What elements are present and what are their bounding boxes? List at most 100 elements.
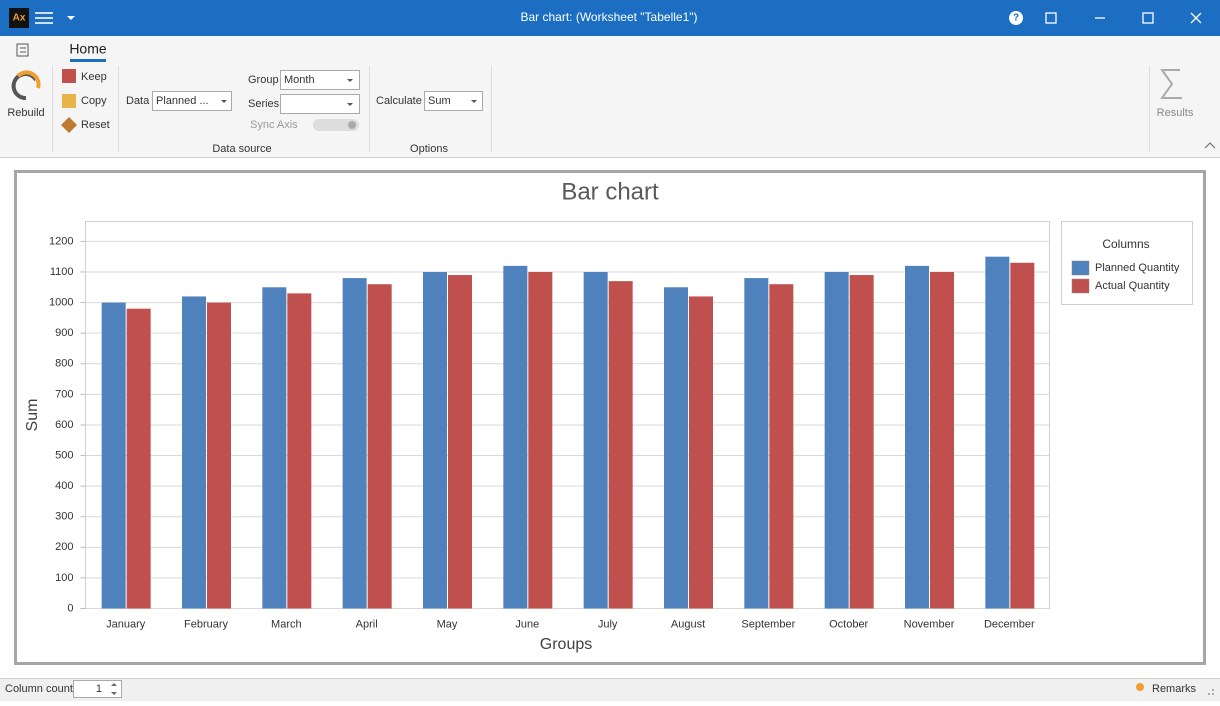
bar bbox=[207, 302, 231, 609]
reset-icon bbox=[61, 117, 77, 133]
bar bbox=[1010, 262, 1035, 609]
bar bbox=[824, 271, 849, 609]
bar bbox=[423, 271, 447, 609]
y-tick-label: 200 bbox=[55, 541, 73, 553]
bar bbox=[528, 271, 553, 609]
bar bbox=[689, 296, 713, 609]
bar bbox=[664, 287, 688, 609]
x-tick-label: June bbox=[515, 618, 539, 630]
layout-button[interactable] bbox=[1045, 12, 1057, 24]
y-tick-label: 1000 bbox=[49, 296, 73, 308]
spin-arrows[interactable] bbox=[111, 683, 117, 695]
x-tick-label: July bbox=[598, 618, 618, 630]
reset-button[interactable]: Reset bbox=[81, 119, 110, 131]
help-button[interactable] bbox=[1009, 11, 1023, 25]
bar bbox=[608, 281, 633, 609]
results-button[interactable]: Results bbox=[1157, 107, 1194, 119]
y-tick-label: 700 bbox=[55, 388, 73, 400]
y-tick-label: 900 bbox=[55, 327, 73, 339]
calculate-combo[interactable] bbox=[424, 91, 483, 111]
y-tick-label: 100 bbox=[55, 572, 73, 584]
menu-button[interactable] bbox=[35, 12, 53, 24]
copy-button[interactable]: Copy bbox=[81, 95, 107, 107]
x-axis-label: Groups bbox=[540, 636, 592, 653]
window-title: Bar chart: (Worksheet "Tabelle1") bbox=[520, 10, 697, 24]
remarks-button[interactable]: Remarks bbox=[1152, 683, 1197, 695]
group-label: Group bbox=[248, 74, 279, 86]
plot-area bbox=[85, 221, 1050, 609]
quick-access-dropdown[interactable] bbox=[67, 16, 75, 20]
legend-entry: Planned Quantity bbox=[1095, 262, 1180, 274]
sync-axis-toggle[interactable] bbox=[313, 119, 359, 131]
x-tick-label: December bbox=[984, 618, 1035, 630]
y-tick-label: 600 bbox=[55, 419, 73, 431]
series-combo[interactable] bbox=[280, 94, 360, 114]
home-tab[interactable]: Home bbox=[69, 41, 107, 57]
y-tick-label: 400 bbox=[55, 480, 73, 492]
column-count-label: Column count bbox=[5, 683, 73, 695]
data-combo-value: Planned ... bbox=[156, 95, 209, 107]
bar bbox=[503, 265, 528, 609]
data-label: Data bbox=[126, 95, 150, 107]
bar bbox=[182, 296, 206, 609]
options-group: Options bbox=[410, 143, 448, 155]
legend-swatch bbox=[1071, 260, 1090, 276]
legend-swatch bbox=[1071, 278, 1090, 294]
results-icon bbox=[1160, 69, 1182, 99]
rebuild-button[interactable] bbox=[11, 70, 41, 101]
y-tick-label: 1100 bbox=[50, 266, 74, 278]
app-icon bbox=[9, 8, 29, 28]
sync-axis-label: Sync Axis bbox=[250, 119, 298, 131]
data-combo[interactable] bbox=[152, 91, 232, 111]
bar bbox=[126, 308, 151, 609]
resize-grip bbox=[1208, 689, 1214, 695]
file-menu-icon[interactable] bbox=[16, 43, 29, 57]
collapse-ribbon[interactable] bbox=[1204, 142, 1216, 149]
tab-underline bbox=[70, 59, 106, 62]
bar bbox=[448, 275, 472, 609]
combo-arrow bbox=[221, 100, 227, 103]
bar bbox=[744, 278, 769, 609]
column-count-spin[interactable] bbox=[73, 680, 122, 698]
bar bbox=[769, 284, 794, 609]
group-combo-value: Month bbox=[284, 74, 315, 86]
status-bar bbox=[0, 678, 1220, 701]
maximize-button[interactable] bbox=[1142, 12, 1154, 24]
combo-arrow bbox=[347, 103, 353, 106]
rebuild-label: Rebuild bbox=[7, 107, 44, 119]
remarks-icon bbox=[1136, 683, 1144, 691]
data-source-group: Data source bbox=[212, 143, 271, 155]
bar bbox=[262, 287, 287, 609]
series-label: Series bbox=[248, 98, 280, 110]
column-count-value: 1 bbox=[96, 683, 102, 695]
combo-arrow bbox=[471, 100, 477, 103]
app-icon-text: Ax bbox=[13, 13, 26, 24]
bar bbox=[905, 265, 929, 609]
bar bbox=[583, 271, 608, 609]
y-tick-label: 800 bbox=[55, 358, 73, 370]
keep-icon bbox=[62, 69, 76, 83]
x-tick-label: November bbox=[904, 618, 955, 630]
group-combo[interactable] bbox=[280, 70, 360, 90]
bar bbox=[101, 302, 126, 609]
x-tick-label: March bbox=[271, 618, 302, 630]
legend-entry: Actual Quantity bbox=[1095, 280, 1170, 292]
x-tick-label: October bbox=[829, 618, 868, 630]
y-tick-label: 0 bbox=[67, 602, 73, 614]
calculate-label: Calculate bbox=[376, 95, 422, 107]
y-tick-label: 500 bbox=[55, 449, 73, 461]
keep-button[interactable]: Keep bbox=[81, 71, 107, 83]
legend-title: Columns bbox=[1102, 237, 1149, 251]
bar bbox=[342, 278, 367, 609]
bar bbox=[985, 256, 1010, 609]
bar bbox=[287, 293, 312, 609]
x-tick-label: April bbox=[356, 618, 378, 630]
bar bbox=[930, 271, 954, 609]
x-tick-label: August bbox=[671, 618, 705, 630]
combo-arrow bbox=[347, 79, 353, 82]
copy-icon bbox=[62, 94, 76, 108]
x-tick-label: February bbox=[184, 618, 229, 630]
x-tick-label: January bbox=[106, 618, 146, 630]
close-button[interactable] bbox=[1190, 12, 1202, 24]
